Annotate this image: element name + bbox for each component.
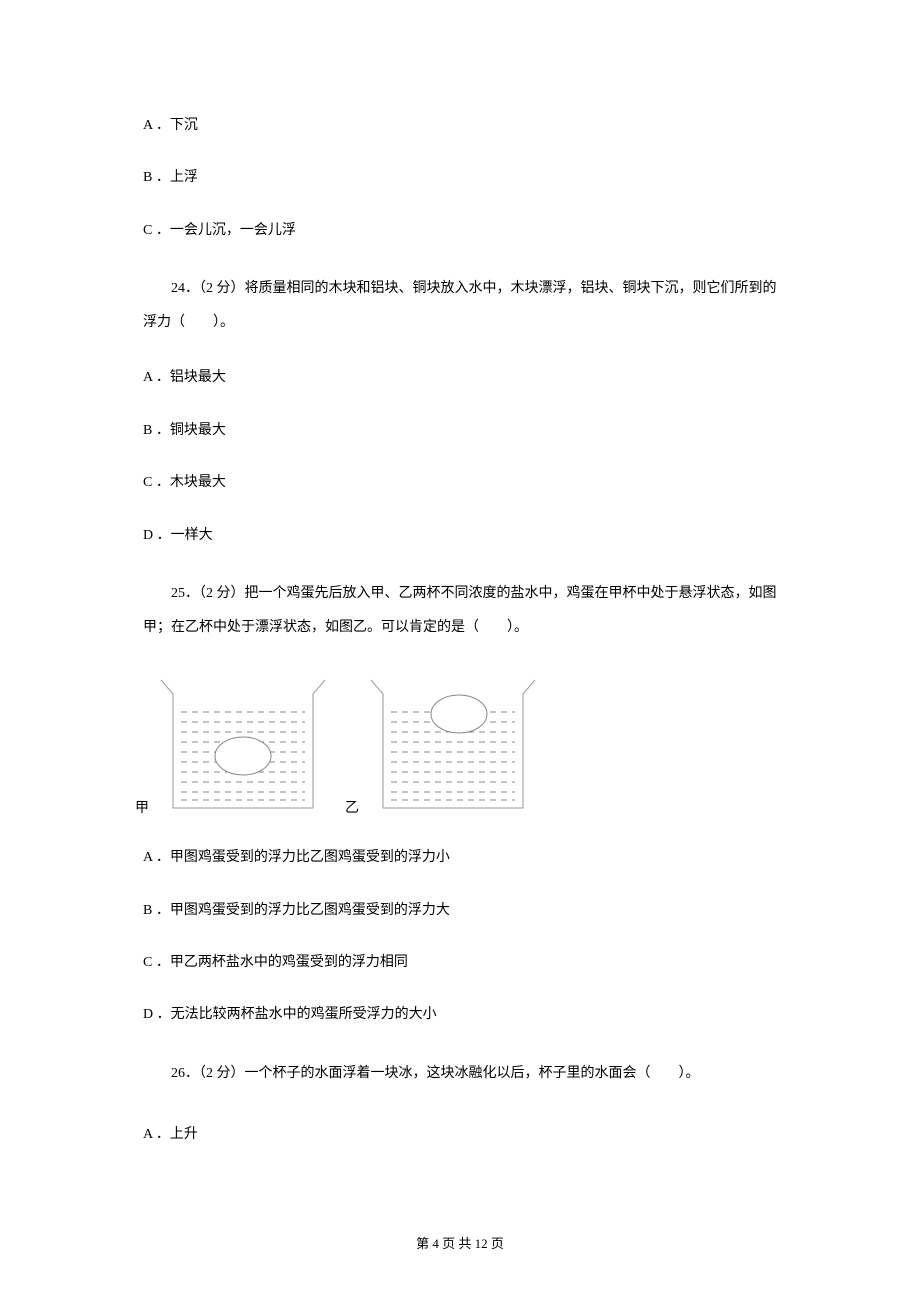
beaker-figure-row: 甲 乙: [135, 672, 777, 817]
question-25-text: 25．（2 分）把一个鸡蛋先后放入甲、乙两杯不同浓度的盐水中，鸡蛋在甲杯中处于悬…: [143, 577, 777, 644]
option-24-d: D ．一样大: [143, 525, 777, 547]
beaker-yi-icon: [369, 672, 537, 817]
question-24-text: 24．（2 分）将质量相同的木块和铝块、铜块放入水中，木块漂浮，铝块、铜块下沉，…: [143, 272, 777, 339]
option-25-d: D ．无法比较两杯盐水中的鸡蛋所受浮力的大小: [143, 1004, 777, 1026]
option-25-b: B ．甲图鸡蛋受到的浮力比乙图鸡蛋受到的浮力大: [143, 900, 777, 922]
question-26-text: 26．（2 分）一个杯子的水面浮着一块冰，这块冰融化以后，杯子里的水面会（ ）。: [143, 1057, 777, 1091]
option-23-a: A ．下沉: [143, 115, 777, 137]
option-25-a: A ．甲图鸡蛋受到的浮力比乙图鸡蛋受到的浮力小: [143, 847, 777, 869]
option-24-c: C ．木块最大: [143, 472, 777, 494]
beaker-jia-icon: [159, 672, 327, 817]
option-26-a: A ．上升: [143, 1118, 777, 1152]
option-23-b: B ．上浮: [143, 167, 777, 189]
option-24-a: A ．铝块最大: [143, 367, 777, 389]
option-23-c: C ．一会儿沉，一会儿浮: [143, 220, 777, 242]
beaker-label-jia: 甲: [135, 797, 149, 817]
beaker-label-yi: 乙: [345, 797, 359, 817]
option-25-c: C ．甲乙两杯盐水中的鸡蛋受到的浮力相同: [143, 952, 777, 974]
option-24-b: B ．铜块最大: [143, 420, 777, 442]
page-footer: 第 4 页 共 12 页: [0, 1233, 920, 1252]
